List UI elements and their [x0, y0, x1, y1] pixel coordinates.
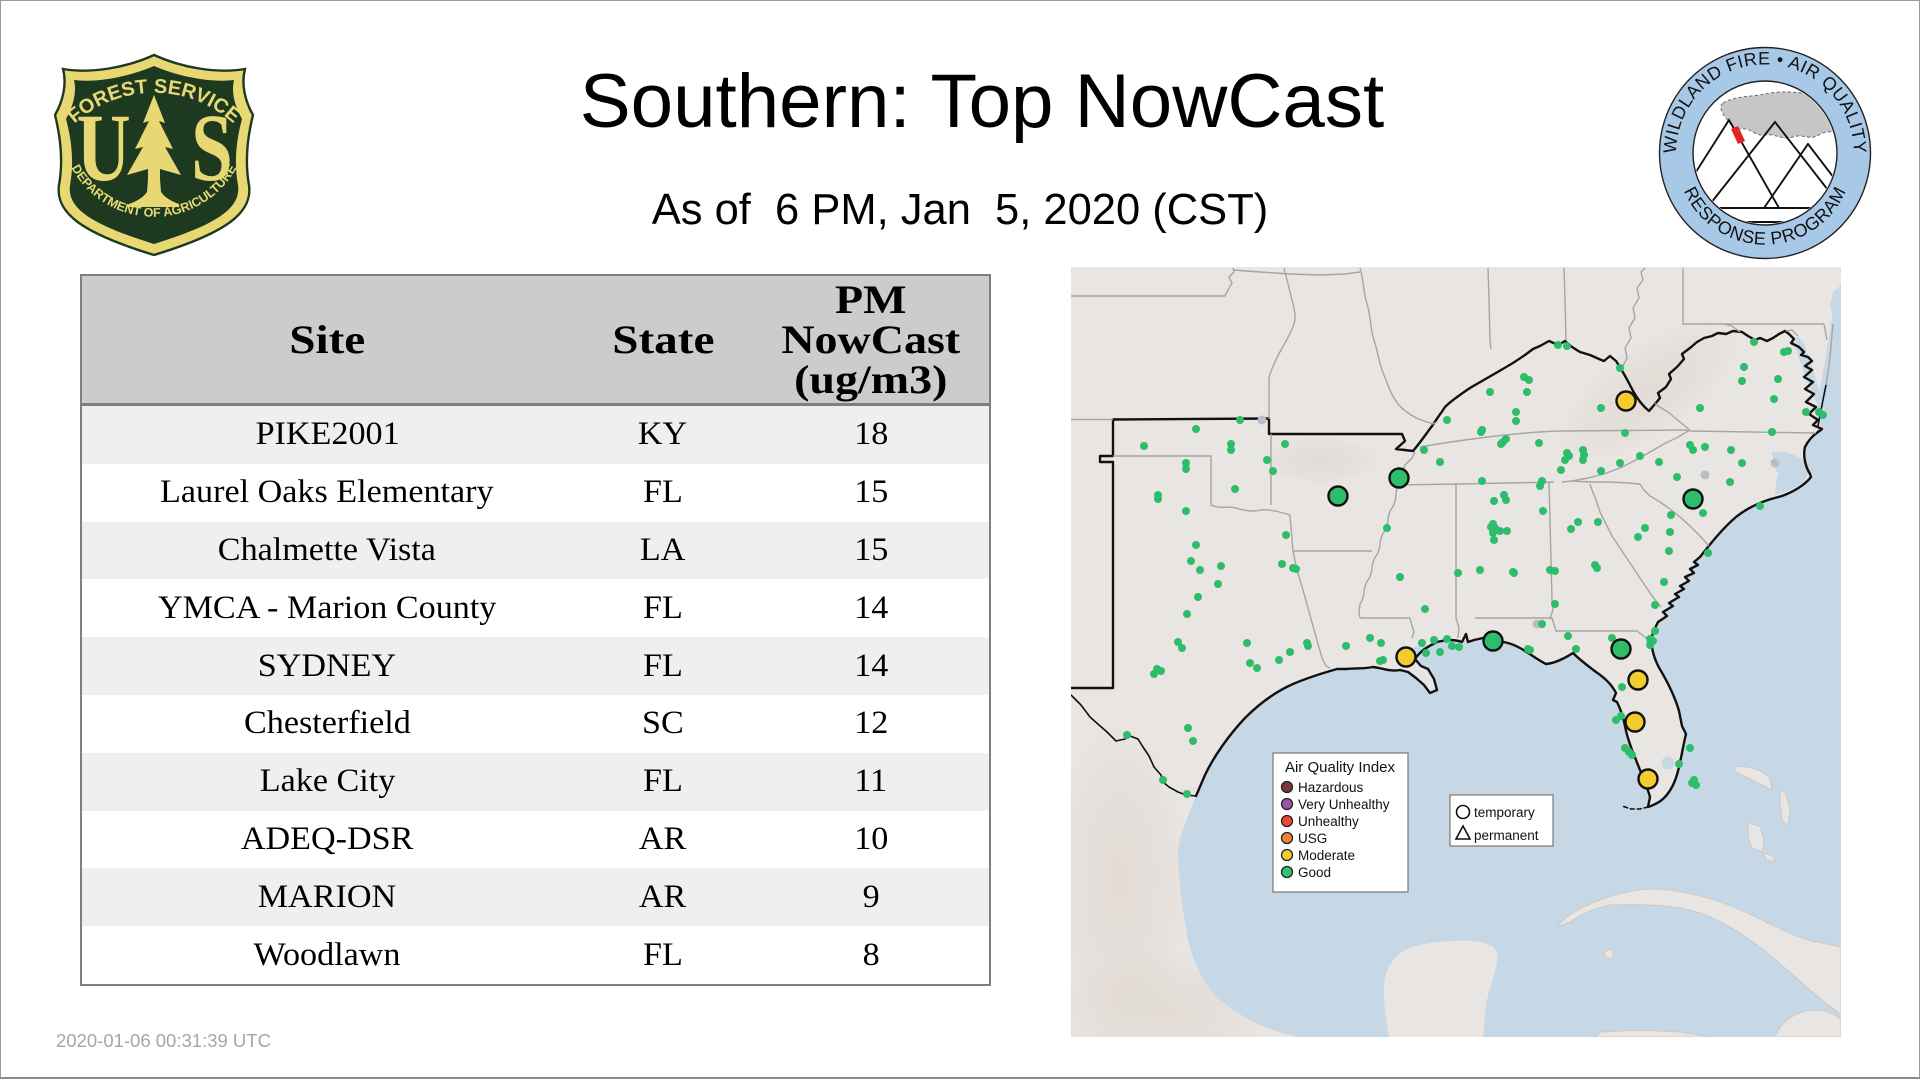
svg-text:Moderate: Moderate	[1298, 848, 1355, 863]
svg-text:temporary: temporary	[1474, 805, 1535, 820]
svg-text:permanent: permanent	[1474, 828, 1539, 843]
svg-text:Good: Good	[1298, 865, 1331, 880]
svg-text:Very Unhealthy: Very Unhealthy	[1298, 797, 1390, 812]
svg-text:Unhealthy: Unhealthy	[1298, 814, 1359, 829]
svg-text:S: S	[191, 94, 233, 201]
svg-text:Hazardous: Hazardous	[1298, 780, 1364, 795]
svg-text:Air Quality Index: Air Quality Index	[1285, 759, 1396, 776]
svg-text:USG: USG	[1298, 831, 1327, 846]
svg-text:U: U	[76, 94, 130, 201]
